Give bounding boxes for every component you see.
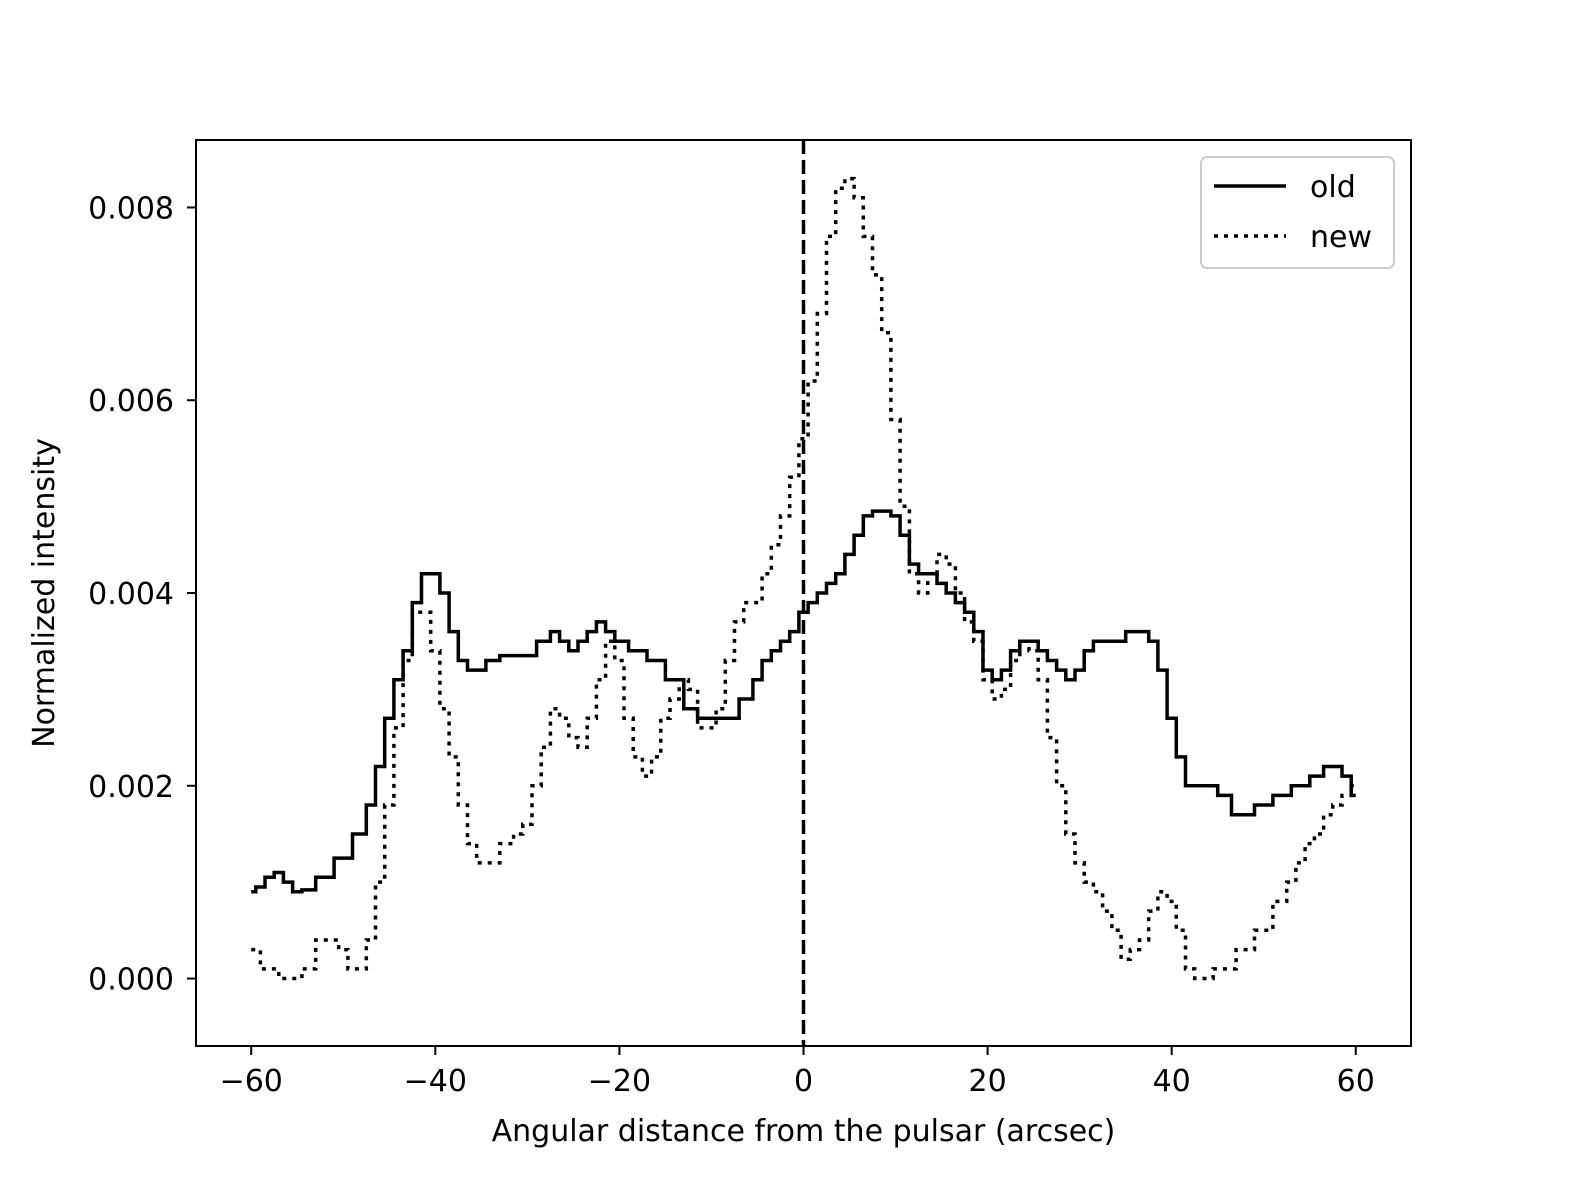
- legend: old new: [1200, 156, 1395, 269]
- y-tick-label: 0.008: [88, 191, 174, 226]
- y-tick-label: 0.004: [88, 577, 174, 612]
- y-tick-label: 0.006: [88, 384, 174, 419]
- x-tick-label: 0: [794, 1064, 813, 1099]
- y-tick-label: 0.000: [88, 963, 174, 998]
- x-tick-label: −60: [220, 1064, 283, 1099]
- series-line-new: [251, 176, 1356, 981]
- x-tick-label: −40: [404, 1064, 467, 1099]
- x-tick-label: 40: [1153, 1064, 1191, 1099]
- x-tick-label: −20: [588, 1064, 651, 1099]
- plot-series-group: [251, 140, 1356, 1046]
- legend-label-old: old: [1310, 170, 1356, 205]
- x-tick-label: 20: [968, 1064, 1006, 1099]
- y-tick-label: 0.002: [88, 770, 174, 805]
- y-axis: 0.000 0.002 0.004 0.006 0.008: [88, 191, 196, 998]
- x-tick-label: 60: [1337, 1064, 1375, 1099]
- series-line-old: [251, 509, 1356, 894]
- y-axis-label: Normalized intensity: [27, 438, 62, 748]
- x-axis: −60 −40 −20 0 20 40 60: [220, 1046, 1375, 1099]
- x-axis-label: Angular distance from the pulsar (arcsec…: [492, 1114, 1116, 1149]
- legend-label-new: new: [1310, 220, 1372, 255]
